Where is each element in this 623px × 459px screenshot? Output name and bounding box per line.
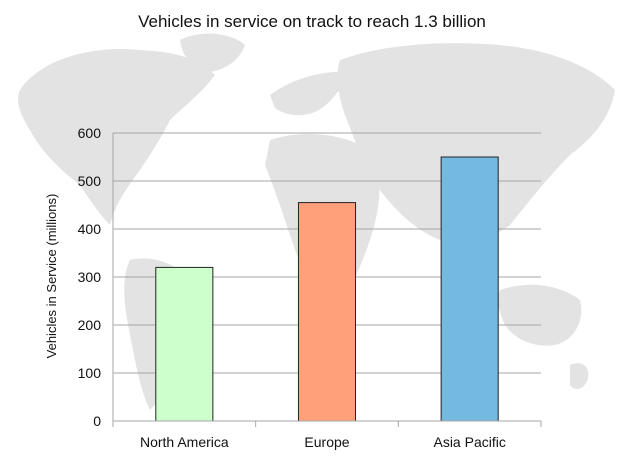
y-tick-label: 200 [78, 317, 102, 333]
x-tick-label: Europe [304, 434, 349, 450]
bar [155, 266, 214, 422]
y-axis-ticks: 0 100 200 300 400 500 600 [78, 125, 102, 429]
chart-title: Vehicles in service on track to reach 1.… [138, 12, 486, 31]
x-axis [112, 420, 542, 427]
bar [440, 156, 499, 422]
y-tick-label: 300 [78, 269, 102, 285]
bars [155, 156, 499, 422]
y-tick-label: 400 [78, 221, 102, 237]
x-tick-label: North America [140, 434, 229, 450]
x-tick-label: Asia Pacific [433, 434, 505, 450]
y-tick-label: 500 [78, 173, 102, 189]
bar [297, 202, 357, 422]
x-axis-ticks: North America Europe Asia Pacific [140, 434, 506, 450]
y-tick-label: 0 [93, 413, 101, 429]
y-tick-label: 600 [78, 125, 102, 141]
y-axis-label: Vehicles in Service (millions) [44, 194, 59, 359]
y-tick-label: 100 [78, 365, 102, 381]
